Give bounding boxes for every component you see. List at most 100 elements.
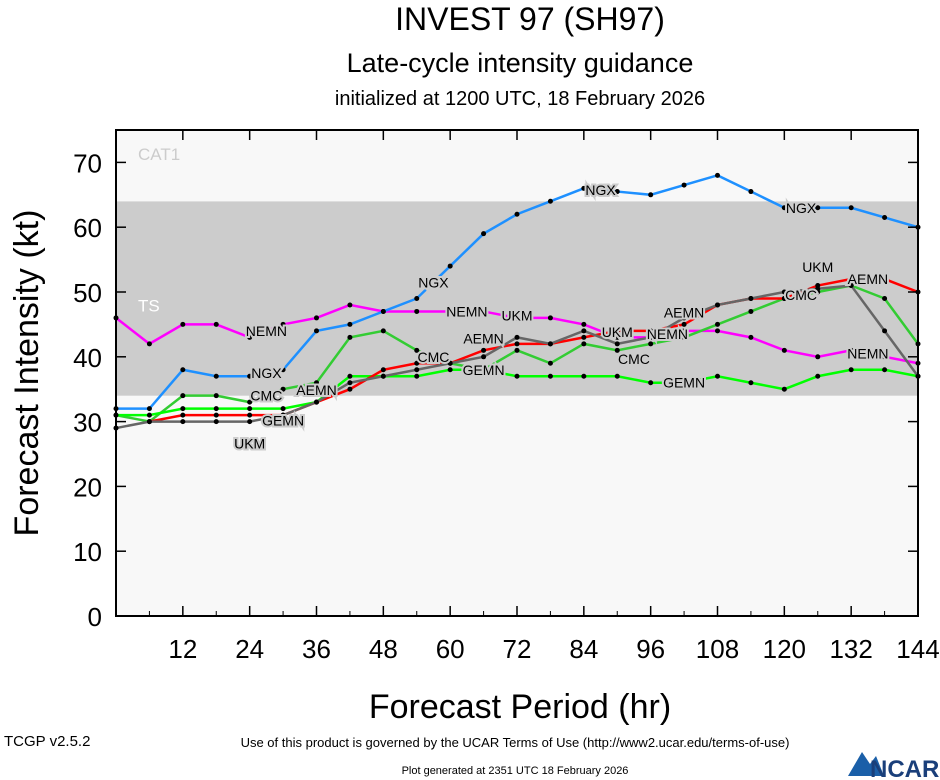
data-point: [347, 302, 353, 308]
data-point: [547, 360, 553, 366]
data-point: [715, 302, 720, 308]
series-label-ukm: UKM: [501, 307, 532, 323]
data-point: [581, 328, 587, 334]
data-point: [581, 373, 587, 379]
data-point: [180, 419, 186, 425]
y-tick-label: 40: [73, 343, 102, 373]
data-point: [314, 315, 319, 321]
data-point: [781, 205, 787, 211]
data-point: [247, 412, 253, 418]
series-label-ngx: NGX: [251, 365, 282, 381]
x-tick-label: 60: [436, 634, 465, 664]
data-point: [715, 373, 720, 379]
series-label-nemn: NEMN: [446, 303, 487, 319]
x-tick-label: 72: [503, 634, 532, 664]
series-label-aemn: AEMN: [664, 304, 704, 320]
data-point: [380, 328, 386, 334]
data-point: [414, 347, 420, 353]
data-point: [581, 341, 587, 347]
x-tick-label: 96: [636, 634, 665, 664]
series-label-nemn: NEMN: [647, 326, 688, 342]
data-point: [715, 172, 720, 178]
data-point: [447, 360, 453, 366]
data-point: [180, 393, 186, 399]
series-label-ukm: UKM: [602, 324, 633, 340]
x-tick-label: 48: [369, 634, 398, 664]
data-point: [715, 321, 720, 327]
data-point: [347, 373, 353, 379]
series-label-nemn: NEMN: [847, 346, 888, 362]
y-tick-label: 70: [73, 148, 102, 178]
chart-title: INVEST 97 (SH97): [395, 1, 665, 37]
data-point: [380, 373, 386, 379]
data-point: [848, 347, 854, 353]
y-axis-label: Forecast Intensity (kt): [8, 210, 46, 537]
series-label-cmc: CMC: [785, 287, 817, 303]
band-label-ts: TS: [138, 296, 160, 315]
data-point: [180, 406, 186, 412]
data-point: [180, 367, 186, 373]
generated-text: Plot generated at 2351 UTC 18 February 2…: [402, 765, 629, 777]
chart-subtitle: Late-cycle intensity guidance: [347, 48, 694, 78]
data-point: [614, 328, 620, 334]
y-tick-label: 60: [73, 213, 102, 243]
data-point: [213, 419, 219, 425]
data-point: [146, 419, 152, 425]
y-tick-label: 10: [73, 537, 102, 567]
x-tick-label: 84: [569, 634, 598, 664]
data-point: [280, 406, 286, 412]
series-label-ngx: NGX: [418, 274, 449, 290]
data-point: [748, 295, 754, 301]
data-point: [681, 315, 687, 321]
data-point: [213, 321, 219, 327]
data-point: [648, 328, 654, 334]
data-point: [614, 341, 620, 347]
data-point: [781, 386, 787, 392]
data-point: [681, 334, 687, 340]
x-tick-label: 36: [302, 634, 331, 664]
data-point: [180, 321, 186, 327]
data-point: [614, 373, 620, 379]
series-label-gemn: GEMN: [262, 413, 304, 429]
data-point: [614, 347, 620, 353]
data-point: [414, 295, 420, 301]
data-point: [481, 308, 487, 314]
data-point: [380, 308, 386, 314]
series-label-aemn: AEMN: [463, 330, 503, 346]
data-point: [748, 189, 754, 195]
data-point: [581, 321, 587, 327]
y-tick-label: 20: [73, 472, 102, 502]
series-label-ukm: UKM: [802, 259, 833, 275]
data-point: [146, 412, 152, 418]
data-point: [514, 341, 520, 347]
data-point: [882, 276, 888, 282]
data-point: [581, 334, 587, 340]
data-point: [882, 367, 888, 373]
series-label-aemn: AEMN: [848, 271, 888, 287]
data-point: [681, 321, 687, 327]
series-label-gemn: GEMN: [463, 362, 505, 378]
data-point: [815, 205, 821, 211]
data-point: [146, 341, 152, 347]
data-point: [347, 321, 353, 327]
data-point: [347, 380, 353, 386]
data-point: [748, 308, 754, 314]
data-point: [715, 328, 720, 334]
data-point: [280, 367, 286, 373]
data-point: [882, 354, 888, 360]
y-tick-label: 50: [73, 278, 102, 308]
data-point: [882, 328, 888, 334]
data-point: [882, 214, 888, 220]
chart-subtitle-init: initialized at 1200 UTC, 18 February 202…: [335, 88, 705, 110]
data-point: [882, 295, 888, 301]
data-point: [213, 393, 219, 399]
series-label-ngx: NGX: [585, 182, 616, 198]
series-label-ngx: NGX: [786, 200, 817, 216]
data-point: [247, 419, 253, 425]
data-point: [748, 380, 754, 386]
band-label-cat1: CAT1: [138, 145, 180, 164]
series-label-ukm: UKM: [234, 436, 265, 452]
data-point: [781, 295, 787, 301]
data-point: [848, 205, 854, 211]
